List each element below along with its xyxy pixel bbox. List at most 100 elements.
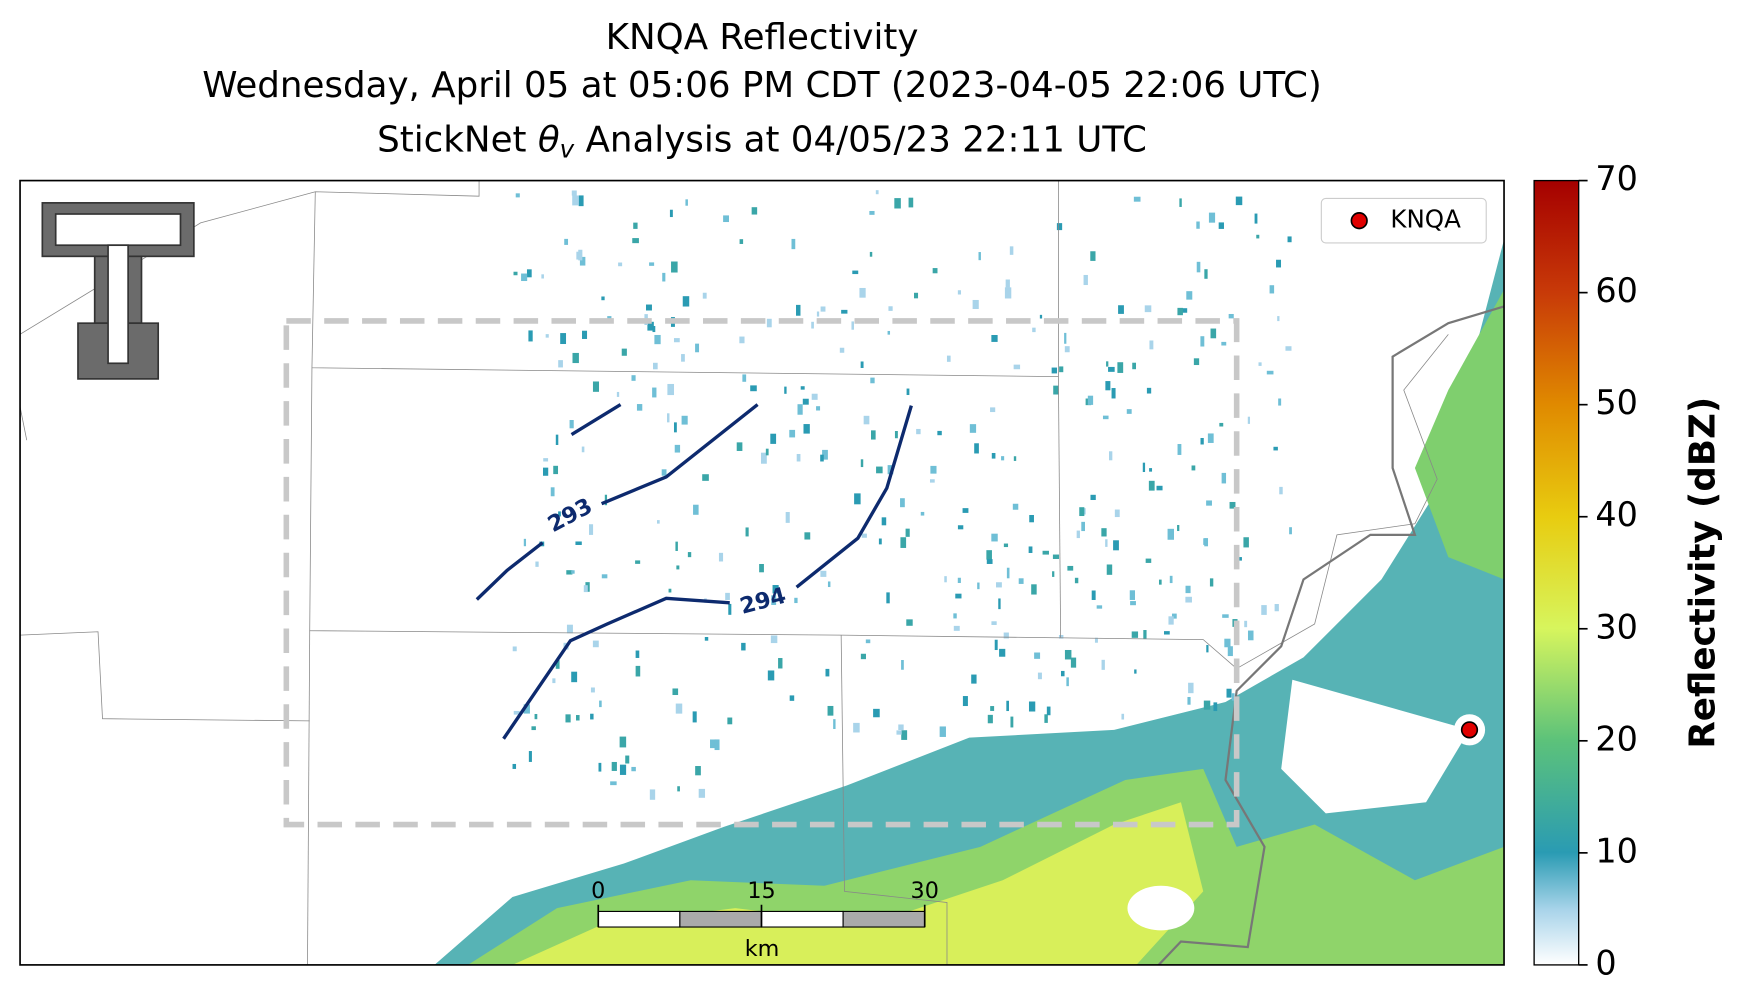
speckle bbox=[1079, 507, 1085, 517]
speckle bbox=[1181, 308, 1188, 313]
speckle bbox=[1224, 638, 1231, 648]
speckle bbox=[673, 338, 680, 343]
speckle bbox=[987, 714, 993, 724]
speckle bbox=[1118, 305, 1124, 314]
speckle bbox=[797, 404, 803, 415]
speckle bbox=[804, 532, 811, 540]
speckle bbox=[996, 582, 1002, 588]
speckle bbox=[1003, 543, 1009, 548]
speckle bbox=[741, 642, 746, 651]
speckle bbox=[1207, 433, 1214, 443]
speckle bbox=[772, 585, 779, 594]
speckle bbox=[1143, 630, 1147, 639]
speckle bbox=[930, 465, 937, 474]
speckle bbox=[766, 318, 772, 328]
speckle bbox=[742, 374, 747, 382]
speckle bbox=[676, 565, 680, 570]
speckle bbox=[1208, 212, 1216, 223]
speckle bbox=[914, 292, 919, 299]
scale-segment bbox=[597, 910, 681, 928]
speckle bbox=[1209, 578, 1214, 587]
speckle bbox=[990, 407, 996, 413]
speckle bbox=[528, 330, 533, 342]
speckle bbox=[1188, 682, 1194, 694]
speckle bbox=[1191, 465, 1196, 471]
speckle bbox=[888, 306, 893, 311]
scale-segment bbox=[760, 910, 844, 928]
speckle bbox=[745, 527, 749, 537]
speckle bbox=[553, 465, 559, 475]
speckle bbox=[1221, 341, 1227, 346]
speckle bbox=[652, 387, 657, 398]
speckle bbox=[575, 541, 582, 545]
speckle bbox=[692, 711, 697, 723]
speckle bbox=[937, 430, 942, 436]
speckle bbox=[1206, 500, 1212, 506]
speckle bbox=[978, 252, 981, 261]
speckle bbox=[523, 704, 530, 714]
speckle bbox=[1067, 565, 1074, 571]
speckle bbox=[1204, 269, 1208, 279]
speckle bbox=[1129, 590, 1136, 600]
speckle bbox=[825, 668, 830, 677]
map: 293 294 KNQA 0 15 30 km bbox=[20, 180, 1505, 965]
speckle bbox=[1196, 221, 1200, 229]
scale-segment bbox=[842, 910, 926, 928]
speckle bbox=[1247, 416, 1251, 424]
speckle bbox=[1213, 702, 1218, 712]
speckle bbox=[1187, 696, 1191, 705]
speckle bbox=[869, 210, 875, 215]
speckle bbox=[578, 195, 584, 207]
speckle bbox=[901, 730, 908, 740]
speckle bbox=[581, 446, 585, 453]
speckle bbox=[796, 304, 801, 316]
speckle bbox=[894, 198, 901, 209]
speckle bbox=[565, 714, 571, 723]
speckle bbox=[1031, 584, 1037, 595]
speckle bbox=[1117, 362, 1124, 373]
speckle bbox=[667, 383, 675, 396]
speckle bbox=[681, 415, 688, 425]
speckle bbox=[635, 665, 641, 677]
colorbar-tick-label: 10 bbox=[1595, 831, 1638, 870]
echo-right bbox=[1414, 289, 1505, 580]
speckle bbox=[986, 559, 993, 564]
radar-site bbox=[1460, 721, 1479, 739]
speckle bbox=[878, 538, 882, 545]
scale-bar: 0 15 30 bbox=[591, 878, 939, 928]
speckle bbox=[1005, 279, 1010, 288]
speckle bbox=[1012, 503, 1019, 510]
highway bbox=[1157, 305, 1505, 965]
echo-hole bbox=[1127, 885, 1195, 931]
speckle bbox=[523, 538, 527, 547]
speckle bbox=[552, 678, 556, 684]
scale-unit: km bbox=[745, 936, 780, 962]
colorbar-ticks: 0 10 20 30 40 50 60 70 bbox=[1578, 159, 1638, 982]
speckle bbox=[863, 415, 870, 425]
speckle bbox=[674, 444, 681, 453]
speckle bbox=[886, 592, 890, 604]
contour-293-segment bbox=[570, 403, 622, 437]
speckle bbox=[1064, 346, 1070, 353]
speckle bbox=[1179, 198, 1182, 207]
speckle bbox=[583, 585, 588, 593]
speckle bbox=[723, 215, 729, 223]
speckle bbox=[1169, 575, 1173, 584]
speckle bbox=[957, 577, 961, 583]
speckle bbox=[771, 595, 777, 605]
speckle bbox=[827, 705, 834, 716]
speckle bbox=[1094, 637, 1098, 643]
speckle bbox=[521, 273, 528, 282]
speckle bbox=[661, 469, 667, 476]
speckle bbox=[1148, 480, 1155, 491]
speckle bbox=[589, 524, 594, 535]
speckle bbox=[1052, 571, 1055, 577]
speckle bbox=[512, 763, 517, 769]
speckle bbox=[673, 422, 677, 433]
speckle bbox=[977, 582, 980, 590]
speckle bbox=[1066, 677, 1069, 687]
speckle bbox=[991, 621, 997, 625]
speckle bbox=[853, 722, 860, 733]
speckle bbox=[1276, 259, 1282, 268]
